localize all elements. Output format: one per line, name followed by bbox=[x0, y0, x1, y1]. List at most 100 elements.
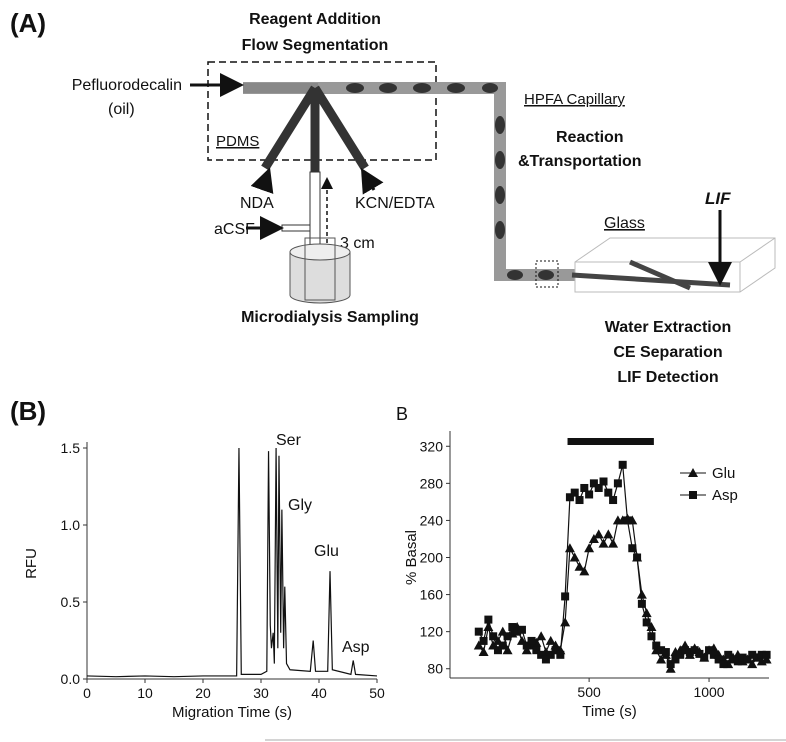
panel-label: (A) bbox=[10, 8, 46, 38]
diagram: (A) Reagent Addition Flow Segmentation P… bbox=[10, 8, 786, 741]
y-tick-label: 200 bbox=[420, 550, 444, 566]
label: Glass bbox=[604, 215, 645, 232]
marker bbox=[613, 479, 622, 488]
y-tick-label: 1.5 bbox=[61, 440, 81, 456]
marker bbox=[618, 460, 627, 469]
marker bbox=[513, 627, 522, 636]
marker bbox=[729, 655, 738, 664]
marker bbox=[661, 648, 670, 657]
marker bbox=[473, 640, 484, 650]
marker bbox=[584, 543, 595, 553]
marker bbox=[685, 648, 694, 657]
label: Reaction bbox=[556, 129, 624, 146]
marker bbox=[647, 632, 656, 641]
arrow bbox=[360, 167, 384, 195]
marker bbox=[705, 646, 714, 655]
marker bbox=[719, 660, 728, 669]
marker bbox=[623, 516, 632, 525]
marker bbox=[757, 650, 766, 659]
data-line bbox=[86, 447, 378, 678]
annotation: Glu bbox=[314, 543, 339, 560]
y-tick-label: 280 bbox=[420, 475, 444, 491]
marker bbox=[598, 538, 609, 548]
marker bbox=[593, 529, 604, 539]
marker bbox=[738, 653, 747, 662]
x-tick-label: 50 bbox=[369, 685, 385, 701]
label: Microdialysis Sampling bbox=[241, 309, 419, 326]
marker bbox=[733, 657, 742, 666]
marker bbox=[561, 592, 570, 601]
marker bbox=[536, 631, 547, 641]
y-tick-label: 0.0 bbox=[61, 671, 81, 687]
marker bbox=[656, 654, 667, 664]
marker bbox=[569, 552, 580, 562]
x-tick-label: 1000 bbox=[693, 684, 724, 700]
label: Pefluorodecalin bbox=[72, 77, 182, 94]
marker bbox=[637, 599, 646, 608]
marker bbox=[714, 655, 723, 664]
droplets bbox=[346, 83, 554, 280]
pdms-box bbox=[207, 61, 437, 161]
marker bbox=[521, 645, 532, 655]
marker bbox=[588, 533, 599, 543]
label: NDA bbox=[240, 195, 274, 212]
marker bbox=[556, 650, 565, 659]
marker bbox=[508, 623, 517, 632]
marker bbox=[541, 655, 550, 664]
marker bbox=[761, 654, 772, 664]
marker bbox=[724, 650, 733, 659]
marker bbox=[603, 529, 614, 539]
legend-label: Asp bbox=[712, 487, 738, 504]
x-tick-label: 10 bbox=[137, 685, 153, 701]
chip-channels bbox=[571, 259, 731, 291]
marker bbox=[585, 490, 594, 499]
y-tick-label: 240 bbox=[420, 512, 444, 528]
marker bbox=[594, 483, 603, 492]
annotation: Asp bbox=[342, 639, 370, 656]
marker bbox=[502, 645, 513, 655]
y-tick-label: 1.0 bbox=[61, 517, 81, 533]
marker bbox=[517, 625, 526, 634]
marker bbox=[743, 655, 752, 664]
label: HPFA Capillary bbox=[524, 91, 625, 108]
marker bbox=[478, 647, 489, 657]
marker bbox=[604, 488, 613, 497]
y-tick-label: 0.5 bbox=[61, 594, 81, 610]
marker bbox=[484, 615, 493, 624]
label: &Transportation bbox=[518, 153, 642, 170]
stimulus-bar bbox=[567, 438, 654, 445]
marker bbox=[628, 544, 637, 553]
x-axis-label: Migration Time (s) bbox=[172, 704, 292, 721]
marker bbox=[671, 655, 680, 664]
title: Reagent Addition bbox=[249, 11, 381, 28]
panel-label: (B) bbox=[10, 396, 46, 426]
title: Flow Segmentation bbox=[242, 37, 389, 54]
x-axis-label: Time (s) bbox=[582, 703, 636, 720]
y-tick-label: 320 bbox=[420, 438, 444, 454]
marker bbox=[642, 618, 651, 627]
marker bbox=[565, 493, 574, 502]
annotation: Ser bbox=[276, 432, 302, 449]
marker bbox=[709, 650, 718, 659]
marker bbox=[748, 650, 757, 659]
label: KCN/EDTA bbox=[355, 195, 435, 212]
marker bbox=[574, 561, 585, 571]
marker bbox=[580, 483, 589, 492]
marker bbox=[700, 653, 709, 662]
y-axis-label: RFU bbox=[23, 548, 40, 579]
label: 3 cm bbox=[340, 235, 375, 252]
marker bbox=[579, 566, 590, 576]
channels bbox=[261, 85, 369, 172]
y-tick-label: 120 bbox=[420, 624, 444, 640]
marker bbox=[681, 646, 690, 655]
legend-marker bbox=[688, 468, 698, 477]
x-tick-label: 40 bbox=[311, 685, 327, 701]
legend-label: Glu bbox=[712, 465, 735, 482]
marker bbox=[522, 641, 531, 650]
marker bbox=[489, 632, 498, 641]
y-axis-label: % Basal bbox=[403, 530, 420, 585]
marker bbox=[551, 646, 560, 655]
marker bbox=[503, 632, 512, 641]
marker bbox=[545, 635, 556, 645]
